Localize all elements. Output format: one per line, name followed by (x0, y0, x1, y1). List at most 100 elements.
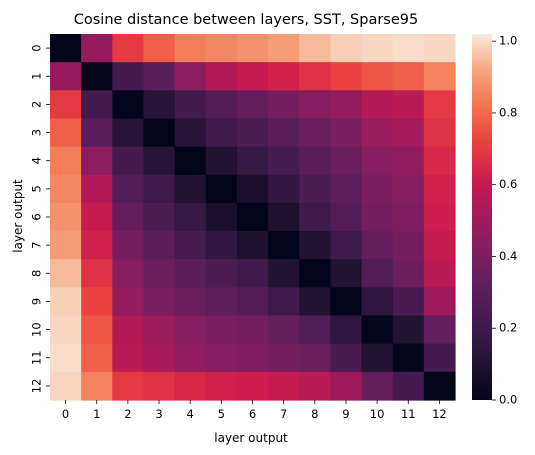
heatmap-cell (392, 259, 425, 288)
heatmap-cell (299, 62, 331, 91)
heatmap-cell (205, 146, 238, 176)
heatmap-cell (236, 315, 269, 345)
heatmap-cell (299, 90, 331, 120)
y-tick-label: 8 (30, 270, 44, 277)
heatmap-cell (299, 146, 331, 176)
heatmap-cell (236, 34, 269, 63)
heatmap-cell (299, 315, 331, 345)
heatmap-cell (299, 343, 331, 373)
heatmap-cell (361, 34, 394, 63)
heatmap-cell (112, 343, 145, 373)
x-axis-ticks: 0 1 2 3 4 5 6 7 8 9 10 11 12 (62, 400, 447, 421)
heatmap-cell (205, 343, 238, 373)
heatmap-cell (174, 118, 207, 148)
heatmap-cell (268, 371, 300, 401)
heatmap-cell (268, 118, 300, 148)
heatmap-cell (205, 90, 238, 120)
heatmap-cell (174, 174, 207, 204)
heatmap-cell (392, 146, 425, 176)
heatmap-cell (392, 62, 425, 91)
y-tick-label: 6 (30, 213, 44, 220)
heatmap-cell (236, 146, 269, 176)
heatmap-cell (50, 146, 82, 176)
heatmap-cell (392, 343, 425, 373)
y-tick-label: 2 (30, 101, 44, 108)
y-tick-label: 7 (30, 241, 44, 248)
heatmap-cell (330, 146, 363, 176)
heatmap-cell (423, 231, 456, 260)
heatmap-cell (361, 315, 394, 345)
x-tick-label: 4 (187, 407, 194, 421)
heatmap-cell (268, 231, 300, 260)
heatmap-cell (205, 259, 238, 288)
heatmap-cell (174, 287, 207, 317)
heatmap-cell (423, 118, 456, 148)
heatmap-cell (423, 146, 456, 176)
heatmap-cell (392, 90, 425, 120)
heatmap-cell (268, 62, 300, 91)
heatmap-cell (112, 259, 145, 288)
heatmap-cell (174, 259, 207, 288)
heatmap-cell (423, 34, 456, 63)
heatmap-cell (330, 34, 363, 63)
heatmap-cell (143, 174, 176, 204)
heatmap-cell (81, 62, 113, 91)
heatmap-cell (330, 287, 363, 317)
heatmap-cell (299, 202, 331, 232)
heatmap-cell (112, 90, 145, 120)
y-tick-label: 4 (30, 157, 44, 164)
heatmap-cell (299, 118, 331, 148)
heatmap-cell (330, 118, 363, 148)
heatmap-cell (81, 174, 113, 204)
heatmap-cell (423, 287, 456, 317)
heatmap-cell (268, 146, 300, 176)
heatmap-cell (143, 259, 176, 288)
heatmap-cell (50, 34, 82, 63)
colorbar-tick-label: 0.4 (499, 249, 517, 263)
heatmap-cell (143, 315, 176, 345)
x-tick-label: 7 (280, 407, 287, 421)
heatmap-cell (236, 174, 269, 204)
x-tick-label: 2 (124, 407, 131, 421)
x-tick-label: 1 (93, 407, 100, 421)
heatmap-cell (50, 174, 82, 204)
y-axis-label: layer output (11, 179, 25, 253)
heatmap-cell (112, 202, 145, 232)
x-tick-label: 9 (342, 407, 349, 421)
heatmap-cell (50, 118, 82, 148)
chart-title: Cosine distance between layers, SST, Spa… (74, 12, 418, 28)
colorbar-tick-label: 0.6 (499, 177, 517, 191)
x-axis-label: layer output (214, 431, 288, 445)
heatmap-cell (423, 315, 456, 345)
heatmap-cell (236, 343, 269, 373)
heatmap-cell (236, 371, 269, 401)
heatmap-cell (330, 202, 363, 232)
heatmap-cell (361, 231, 394, 260)
heatmap-cell (81, 259, 113, 288)
heatmap-cell (392, 118, 425, 148)
heatmap-cell (143, 90, 176, 120)
colorbar-tick-label: 0.2 (499, 321, 517, 335)
heatmap-cell (143, 118, 176, 148)
heatmap-cell (143, 231, 176, 260)
heatmap-cell (236, 259, 269, 288)
heatmap-cell (236, 202, 269, 232)
heatmap-cell (174, 231, 207, 260)
heatmap-cell (81, 202, 113, 232)
heatmap-cell (299, 371, 331, 401)
heatmap-cell (81, 231, 113, 260)
heatmap-cell (81, 118, 113, 148)
heatmap-cell (50, 287, 82, 317)
heatmap-cell (423, 202, 456, 232)
heatmap-cell (330, 90, 363, 120)
heatmap-cell (50, 371, 82, 401)
heatmap-cell (268, 315, 300, 345)
heatmap-cell (423, 259, 456, 288)
heatmap-cell (174, 202, 207, 232)
heatmap-cell (236, 62, 269, 91)
heatmap-cell (361, 146, 394, 176)
heatmap-cell (299, 231, 331, 260)
y-tick-label: 0 (30, 44, 44, 51)
heatmap-cell (205, 287, 238, 317)
heatmap-cell (81, 34, 113, 63)
